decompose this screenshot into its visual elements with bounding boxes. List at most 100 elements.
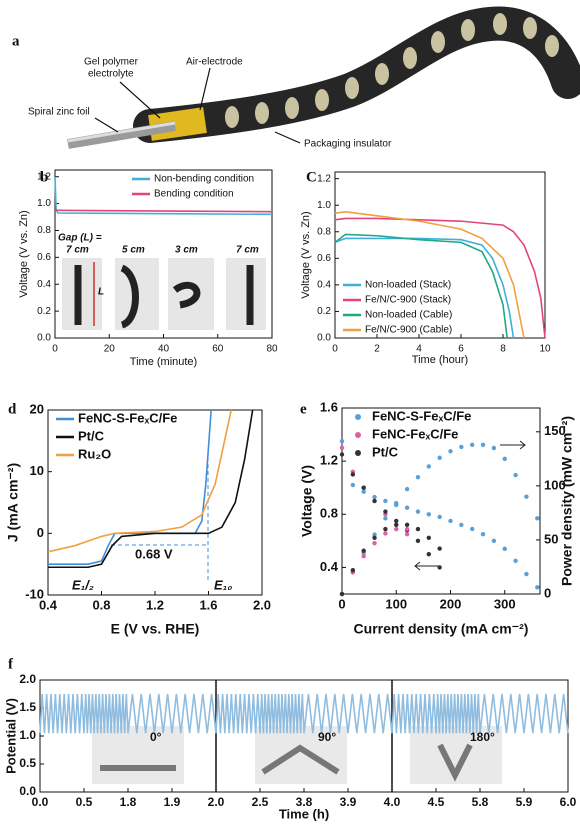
- data-point: [372, 532, 377, 537]
- data-point: [383, 498, 388, 504]
- data-point: [361, 548, 366, 553]
- y-tick-label: 0.6: [317, 253, 331, 264]
- data-point: [459, 444, 464, 450]
- data-point: [350, 568, 356, 573]
- data-point: [502, 546, 507, 552]
- x-tick-label: 20: [104, 344, 116, 355]
- data-point: [415, 475, 421, 480]
- x-tick-label: 300: [494, 596, 516, 611]
- data-point: [535, 585, 540, 590]
- data-point: [535, 516, 540, 521]
- y-tick-label: 0.0: [19, 784, 36, 798]
- x-axis-label: Current density (mA cm⁻²): [354, 621, 529, 637]
- x-tick-label: 100: [385, 596, 407, 611]
- annotation: 0.68 V: [135, 546, 173, 561]
- x-tick-label: 6.0: [560, 795, 577, 809]
- y-tick-label: 1.0: [19, 728, 36, 742]
- y-tick-label: 20: [30, 401, 44, 416]
- y-tick-label: 1.0: [317, 200, 331, 211]
- legend-label: Bending condition: [154, 189, 234, 200]
- legend-symbol: [355, 432, 361, 438]
- x-axis-label: E (V vs. RHE): [111, 621, 200, 637]
- data-line: [334, 217, 546, 339]
- plot-frame: [341, 407, 541, 595]
- annotation: 180°: [470, 730, 495, 744]
- data-line: [334, 237, 515, 339]
- zinc-foil: [67, 121, 176, 149]
- data-point: [469, 526, 475, 532]
- data-point: [426, 535, 431, 540]
- x-axis-label: Time (h): [279, 806, 329, 821]
- data-point: [361, 489, 366, 494]
- data-point: [513, 472, 518, 478]
- x-tick-label: 1.9: [164, 795, 181, 809]
- data-point: [383, 526, 388, 532]
- y2-tick-label: 50: [544, 531, 558, 546]
- photo: [226, 258, 266, 330]
- y-tick-label: 0.0: [317, 333, 331, 344]
- diagram-label: Gel polymer: [84, 57, 139, 68]
- photo: [255, 726, 347, 784]
- data-point: [513, 558, 518, 563]
- data-line: [48, 409, 212, 565]
- legend-label: FeNC-FeₓC/Fe: [372, 426, 458, 441]
- annotation: 90°: [318, 730, 336, 744]
- data-line: [334, 233, 508, 339]
- data-point: [372, 498, 377, 504]
- y-tick-label: 0: [37, 525, 44, 540]
- x-tick-label: 1.6: [199, 597, 217, 612]
- annotation: E₁₀: [214, 577, 232, 592]
- cable-holes: [225, 13, 559, 128]
- legend-label: Fe/N/C-900 (Cable): [365, 325, 452, 336]
- data-point: [372, 535, 377, 540]
- y-tick-label: 0.2: [317, 306, 331, 317]
- panel-label: a: [12, 33, 20, 49]
- x-tick-label: 5.9: [516, 795, 533, 809]
- y2-tick-label: 0: [544, 585, 551, 600]
- y-tick-label: 1.5: [19, 700, 36, 714]
- diagram-label: Packaging insulator: [304, 139, 392, 150]
- data-line: [54, 209, 273, 213]
- data-point: [437, 546, 442, 551]
- data-point: [404, 505, 410, 510]
- data-point: [372, 494, 377, 500]
- legend-label: Ru₂O: [78, 446, 111, 461]
- x-tick-label: 4: [416, 344, 422, 355]
- data-point: [339, 439, 345, 444]
- x-tick-label: 8: [500, 344, 506, 355]
- y-tick-label: 0.4: [37, 279, 51, 290]
- data-point: [502, 456, 507, 462]
- y-tick-label: 0.8: [317, 226, 331, 237]
- curve-arrows: [414, 440, 526, 571]
- x-tick-label: 2.0: [253, 597, 271, 612]
- cable-body: [133, 6, 580, 143]
- x-tick-label: 2.0: [208, 795, 225, 809]
- panel-label: C: [306, 169, 317, 185]
- y-tick-label: 0.4: [317, 280, 331, 291]
- x-tick-label: 6: [458, 344, 464, 355]
- data-point: [339, 452, 345, 457]
- legend-symbol: [355, 414, 361, 420]
- data-point: [383, 531, 388, 536]
- data-point: [394, 522, 399, 527]
- y-axis-label: Voltage (V): [299, 465, 315, 537]
- panel-label: d: [8, 401, 17, 417]
- legend-symbol: [355, 450, 361, 456]
- y-tick-label: 0.4: [320, 559, 339, 574]
- x-tick-label: 4.5: [428, 795, 445, 809]
- data-point: [350, 482, 356, 488]
- panel-label: e: [300, 401, 307, 417]
- x-tick-label: 4.0: [384, 795, 401, 809]
- data-point: [415, 538, 421, 544]
- cable-drawing: [67, 6, 580, 149]
- data-point: [426, 551, 431, 557]
- y-tick-label: 0.8: [37, 225, 51, 236]
- x-tick-label: 40: [158, 344, 170, 355]
- data-point: [394, 526, 399, 532]
- x-tick-label: 1.2: [146, 597, 164, 612]
- legend-label: Pt/C: [78, 428, 105, 443]
- y-tick-label: -10: [25, 586, 44, 601]
- x-tick-label: 2.5: [252, 795, 269, 809]
- data-point: [459, 522, 464, 528]
